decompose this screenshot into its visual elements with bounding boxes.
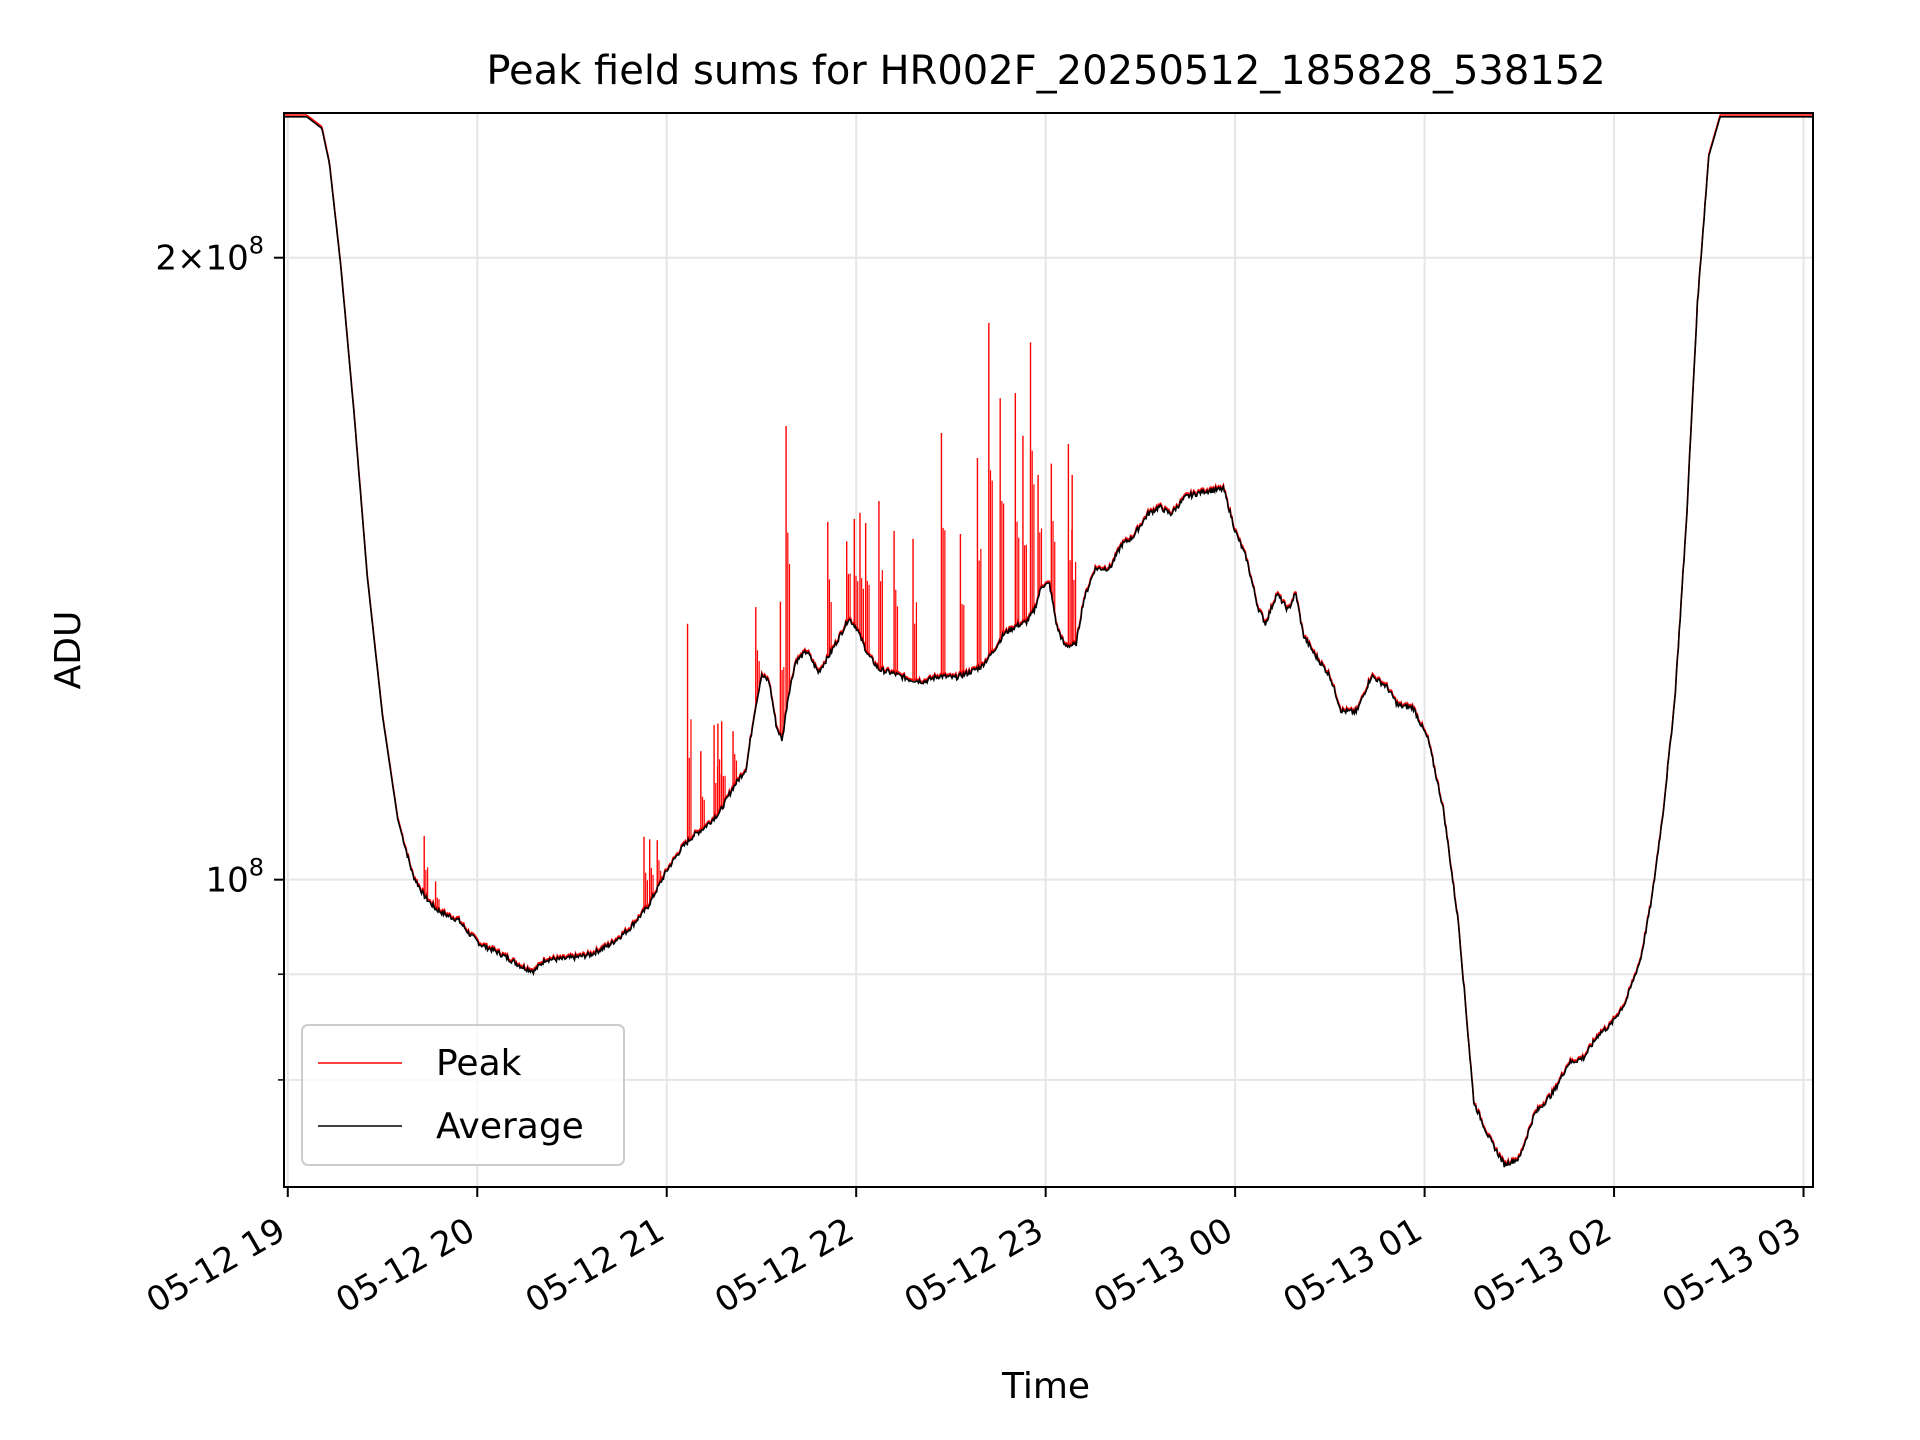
legend: Peak Average (301, 1024, 625, 1166)
y-axis: 108 2×108 (155, 232, 284, 1081)
plot-frame (283, 112, 1814, 1188)
y-tick-label: 108 (205, 854, 264, 901)
legend-label-average: Average (436, 1106, 584, 1147)
average-line (284, 116, 1813, 1168)
y-axis-label: ADU (48, 611, 89, 690)
legend-box (301, 1024, 625, 1166)
peak-line (284, 114, 1813, 1166)
grid (284, 113, 1813, 1187)
chart-title: Peak field sums for HR002F_20250512_1858… (486, 48, 1605, 94)
legend-label-peak: Peak (436, 1043, 522, 1084)
x-axis-label: Time (1001, 1366, 1090, 1407)
y-tick-label: 2×108 (155, 232, 264, 279)
series-layer (284, 114, 1813, 1168)
